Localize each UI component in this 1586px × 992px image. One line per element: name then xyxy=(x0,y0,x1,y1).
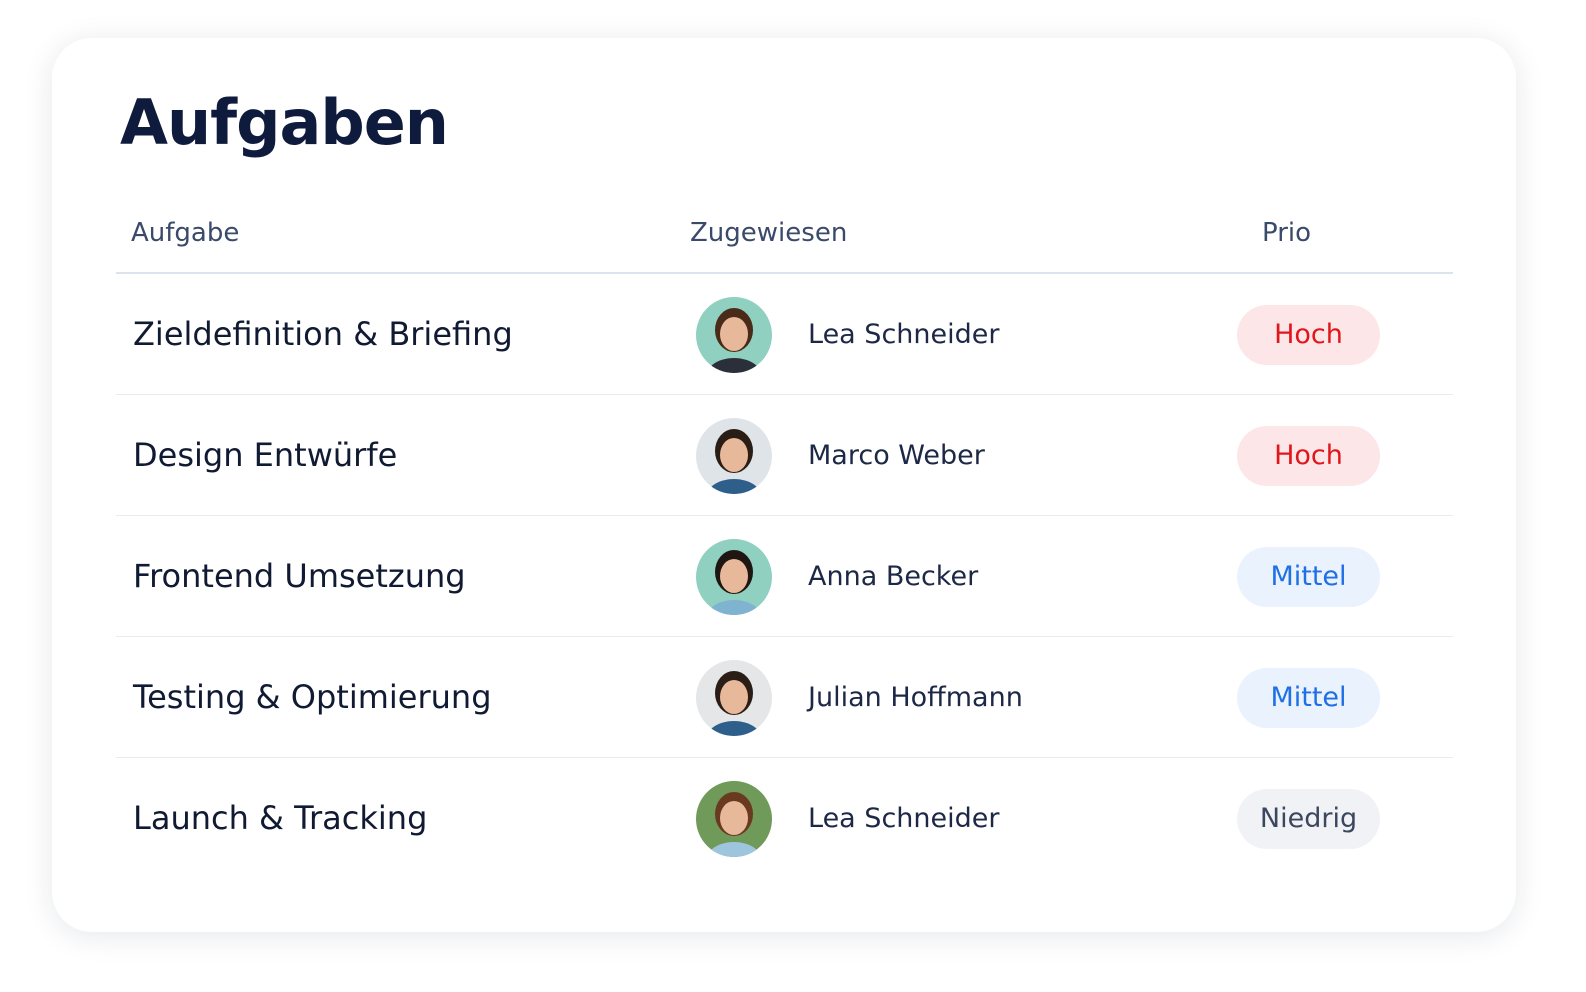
priority-badge: Mittel xyxy=(1237,547,1380,607)
priority-badge: Hoch xyxy=(1237,305,1380,365)
avatar-image xyxy=(696,297,772,373)
table-row: Launch & Tracking Lea Schneider Niedrig xyxy=(116,758,1453,879)
assignee-name: Anna Becker xyxy=(808,561,979,592)
task-name: Frontend Umsetzung xyxy=(133,557,466,595)
table-row: Design Entwürfe Marco Weber Hoch xyxy=(116,395,1453,516)
column-header: Aufgabe xyxy=(131,218,240,248)
avatar-image xyxy=(696,781,772,857)
card: Aufgaben Aufgabe Zugewiesen Prio Zieldef… xyxy=(52,38,1516,932)
avatar-image xyxy=(696,539,772,615)
assignee-name: Marco Weber xyxy=(808,440,985,471)
avatar xyxy=(695,780,773,858)
header-divider xyxy=(116,272,1453,274)
table-row: Zieldefinition & Briefing Lea Schneider H… xyxy=(116,274,1453,395)
assignee-name: Lea Schneider xyxy=(808,319,1000,350)
avatar xyxy=(695,538,773,616)
task-name: Testing & Optimierung xyxy=(133,678,492,716)
avatar xyxy=(695,296,773,374)
avatar-image xyxy=(696,418,772,494)
avatar xyxy=(695,417,773,495)
task-name: Launch & Tracking xyxy=(133,799,428,837)
avatar-image xyxy=(696,660,772,736)
priority-badge: Niedrig xyxy=(1237,789,1380,849)
assignee-name: Julian Hoffmann xyxy=(808,682,1023,713)
assignee-name: Lea Schneider xyxy=(808,803,1000,834)
row-divider xyxy=(116,757,1453,758)
task-name: Design Entwürfe xyxy=(133,436,398,474)
column-header: Zugewiesen xyxy=(690,218,848,248)
column-header: Prio xyxy=(1262,218,1312,248)
row-divider xyxy=(116,515,1453,516)
task-name: Zieldefinition & Briefing xyxy=(133,315,513,353)
avatar xyxy=(695,659,773,737)
priority-badge: Mittel xyxy=(1237,668,1380,728)
row-divider xyxy=(116,636,1453,637)
table-row: Frontend Umsetzung Anna Becker Mittel xyxy=(116,516,1453,637)
row-divider xyxy=(116,394,1453,395)
title: Aufgaben xyxy=(120,86,449,159)
table-row: Testing & Optimierung Julian Hoffmann Mit… xyxy=(116,637,1453,758)
priority-badge: Hoch xyxy=(1237,426,1380,486)
